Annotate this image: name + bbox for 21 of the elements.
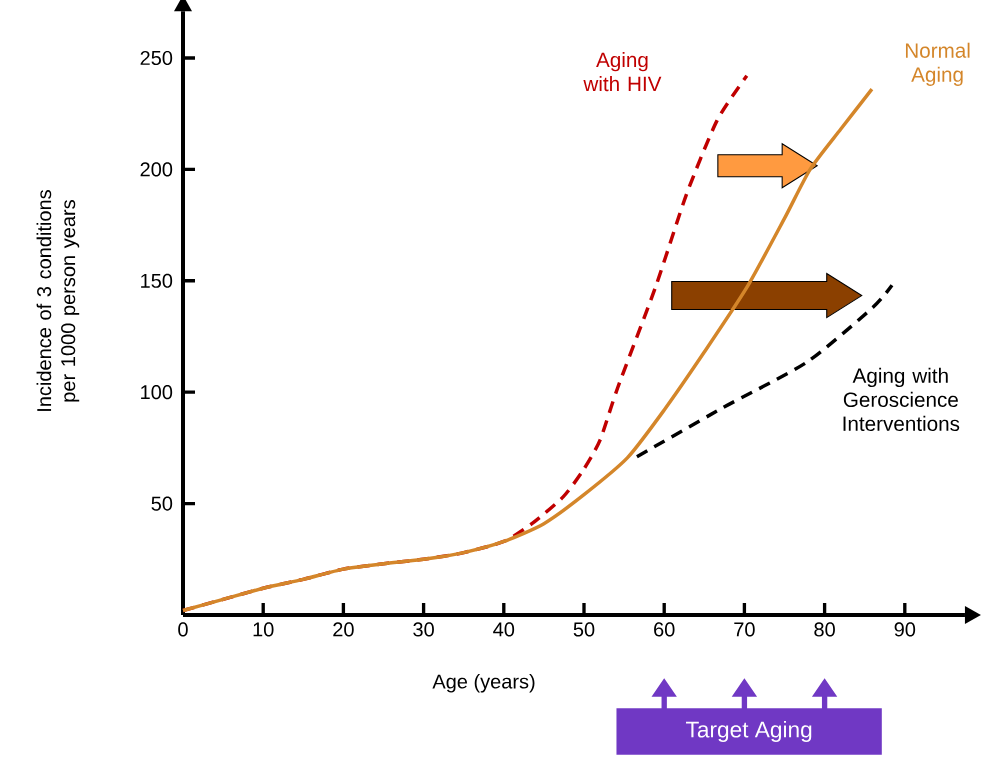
y-axis-title: Incidence of 3 conditions per 1000 person years [36,190,80,411]
y-tick-label: 200 [140,162,173,177]
x-axis-title: Age (years) [432,673,535,693]
x-tick-label: 80 [814,622,835,637]
y-tick-label: 250 [140,50,173,66]
x-tick-label: 70 [734,622,755,637]
x-tick-label: 90 [894,622,916,637]
x-tick-label: 10 [253,622,274,637]
y-tick-label: 100 [141,385,173,400]
text: Aging with HIV [583,52,662,92]
series-label: Aging with Geroscience Interventions [843,367,960,432]
x-tick-label: 40 [493,622,515,637]
x-tick-label: 50 [573,622,595,637]
series-label: Normal Aging [905,42,970,86]
text: Target Aging [686,720,812,743]
x-tick-label: 0 [178,622,188,637]
y-tick-label: 150 [141,273,173,288]
x-tick-label: 30 [413,622,434,637]
y-tick-label: 50 [151,496,173,511]
x-tick-label: 60 [654,622,675,637]
x-tick-label: 20 [333,622,354,637]
